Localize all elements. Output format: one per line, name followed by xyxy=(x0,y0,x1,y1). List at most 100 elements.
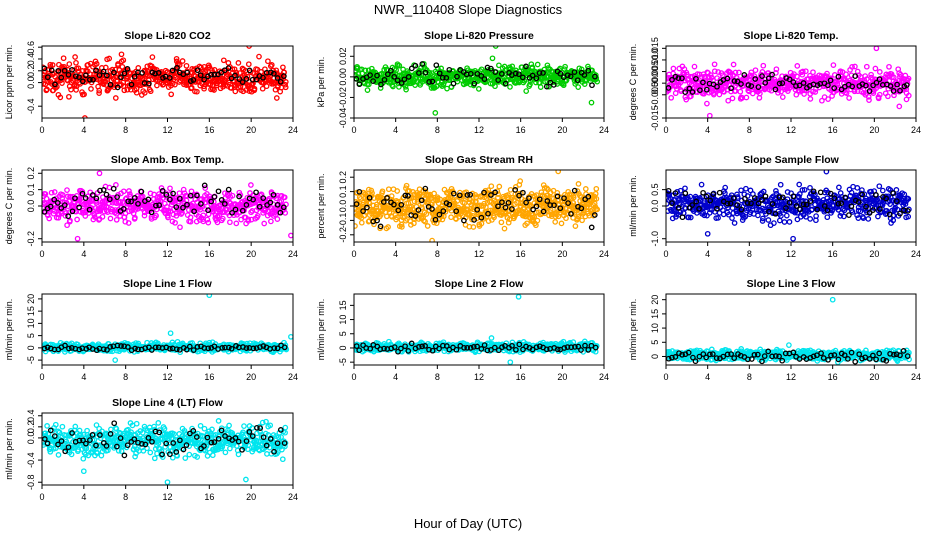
data-point xyxy=(72,73,79,80)
data-point xyxy=(741,72,748,78)
data-point xyxy=(48,189,55,196)
data-point xyxy=(281,194,288,201)
data-point xyxy=(443,75,450,81)
data-point xyxy=(779,94,786,100)
data-point xyxy=(198,64,204,71)
data-point xyxy=(55,67,62,74)
x-tick-label: 16 xyxy=(828,249,838,259)
data-point xyxy=(398,80,405,86)
data-point xyxy=(367,72,373,78)
data-point xyxy=(831,195,838,202)
data-point xyxy=(429,78,436,85)
data-point xyxy=(817,189,824,196)
data-point xyxy=(876,183,883,190)
data-point xyxy=(114,342,121,349)
data-point xyxy=(505,192,511,198)
data-point xyxy=(509,63,516,70)
data-point xyxy=(74,235,81,242)
data-point xyxy=(405,193,411,199)
data-point xyxy=(700,79,706,86)
data-point xyxy=(179,210,185,216)
data-point xyxy=(66,345,72,352)
data-point xyxy=(824,207,831,214)
data-point xyxy=(277,209,284,216)
data-point xyxy=(66,61,73,67)
data-point xyxy=(174,65,180,71)
data-point xyxy=(536,70,543,76)
data-point xyxy=(571,69,578,75)
data-point xyxy=(689,89,696,95)
data-point xyxy=(716,91,723,98)
data-point xyxy=(558,220,565,227)
data-point xyxy=(516,192,522,199)
points xyxy=(354,294,600,365)
data-point xyxy=(52,81,58,88)
data-point xyxy=(461,217,467,224)
data-point xyxy=(282,84,289,91)
data-point xyxy=(128,198,134,205)
data-point xyxy=(61,202,68,208)
data-point xyxy=(394,188,401,194)
data-point xyxy=(148,347,155,353)
y-tick-label: 0.0 xyxy=(26,200,36,213)
data-point xyxy=(282,79,289,85)
data-point xyxy=(495,203,501,210)
data-point xyxy=(796,194,802,200)
data-point xyxy=(711,68,718,75)
data-point xyxy=(729,205,736,211)
data-point xyxy=(391,201,397,208)
data-point xyxy=(492,189,498,196)
data-point xyxy=(491,214,497,221)
x-tick-label: 20 xyxy=(246,372,256,382)
data-point xyxy=(187,214,194,221)
data-point xyxy=(682,89,689,95)
data-point xyxy=(403,86,409,93)
data-point xyxy=(591,196,598,202)
data-point xyxy=(765,217,772,223)
x-tick-label: 12 xyxy=(162,372,172,382)
data-point xyxy=(849,83,856,90)
data-point xyxy=(370,78,376,84)
x-tick-label: 0 xyxy=(663,125,668,135)
data-point xyxy=(759,218,766,224)
data-point xyxy=(243,202,250,208)
data-point xyxy=(698,181,705,188)
data-point xyxy=(90,76,96,83)
data-point xyxy=(253,76,260,83)
data-point xyxy=(865,93,872,100)
data-point xyxy=(256,53,262,60)
y-tick-label: 0.0 xyxy=(650,200,660,213)
data-point xyxy=(707,197,714,204)
data-point xyxy=(356,81,363,88)
y-tick-label: -1.0 xyxy=(650,231,660,247)
data-point xyxy=(827,75,834,82)
y-tick-label: 0.1 xyxy=(338,185,348,198)
data-point xyxy=(118,343,124,349)
data-point xyxy=(722,184,729,191)
data-point xyxy=(748,83,755,89)
data-point xyxy=(366,194,373,201)
data-point xyxy=(205,219,212,226)
data-point xyxy=(93,60,100,67)
x-tick-label: 4 xyxy=(81,372,86,382)
data-point xyxy=(168,91,175,98)
data-point xyxy=(467,70,474,77)
data-point xyxy=(42,200,48,207)
data-point xyxy=(799,71,806,78)
data-point xyxy=(281,344,288,351)
data-point xyxy=(369,190,375,196)
data-point xyxy=(536,196,543,203)
data-point xyxy=(868,188,874,195)
data-point xyxy=(887,83,894,89)
data-point xyxy=(146,80,152,87)
data-point xyxy=(502,80,509,87)
data-point xyxy=(385,186,392,193)
data-point xyxy=(239,79,246,85)
y-tick-label: 5 xyxy=(26,333,36,338)
data-point xyxy=(863,203,869,210)
data-point xyxy=(403,182,410,189)
data-point xyxy=(796,191,803,197)
data-point xyxy=(679,214,686,221)
